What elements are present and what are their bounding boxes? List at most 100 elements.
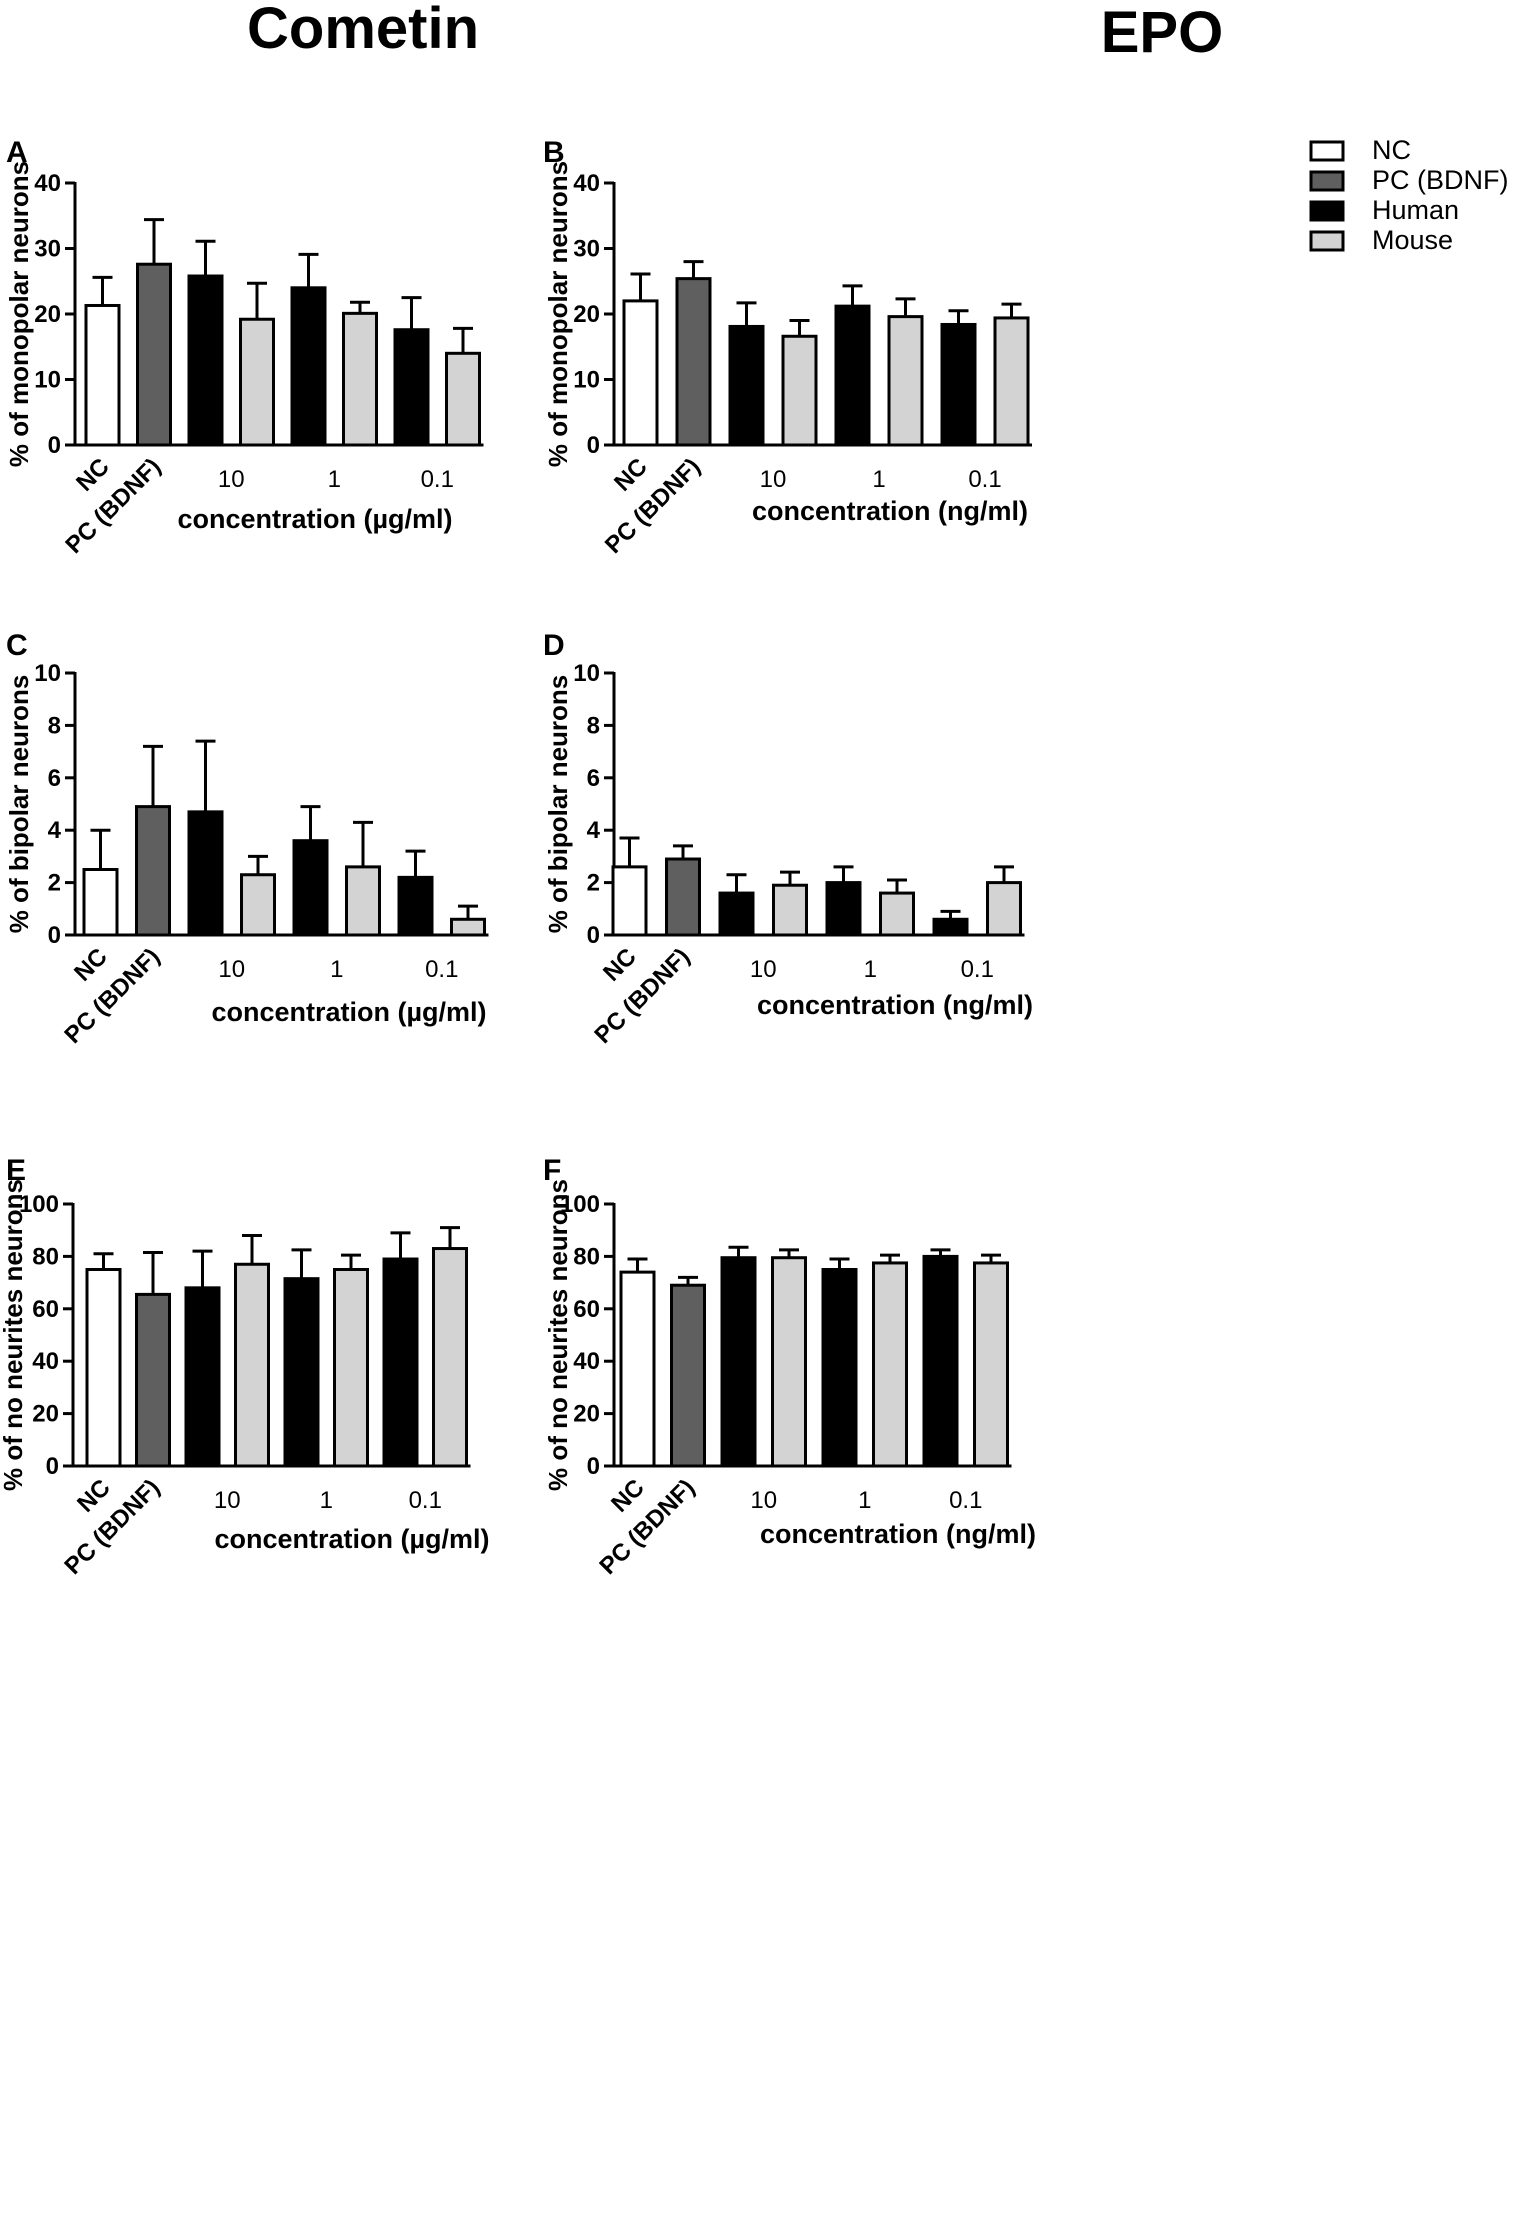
y-tick-label: 80 [573,1243,600,1270]
bar-mouse-1 [879,891,915,937]
y-tick-label: 0 [587,1453,600,1480]
legend-swatch-nc [1309,140,1345,162]
y-tick-label: 6 [587,765,600,792]
bar-nc [82,868,119,937]
x-group-label: 0.1 [968,466,1001,493]
legend-label: Human [1372,195,1459,225]
bar-nc [85,1268,122,1468]
x-group-label: 10 [750,956,777,983]
y-axis-label: % of bipolar neurons [543,675,573,934]
legend-swatch-mouse [1309,230,1345,252]
column-title-cometin: Cometin [247,0,479,61]
bar-human-10 [728,324,765,447]
bar-pc-bdnf [136,262,172,447]
y-tick-label: 0 [46,1453,59,1480]
y-tick-label: 0 [587,922,600,949]
y-tick-label: 10 [34,660,61,687]
y-tick-label: 10 [34,367,61,394]
y-tick-label: 20 [573,301,600,328]
bar-human-10 [718,891,755,937]
panel-letter: B [543,136,565,169]
panel-letter: A [6,136,28,169]
bar-human-01 [397,875,434,937]
y-axis-label: % of no neurites neurons [0,1179,28,1491]
y-tick-label: 40 [573,170,600,197]
bar-nc [611,865,648,937]
x-group-label: 1 [328,466,341,493]
x-category-label: PC (BDNF) [60,453,166,559]
y-tick-label: 30 [573,236,600,263]
x-category-label: PC (BDNF) [600,453,706,559]
bar-human-1 [825,881,862,937]
bar-nc [622,299,659,447]
bar-human-01 [940,322,977,447]
panel-letter: D [543,629,565,662]
bar-human-1 [283,1277,320,1468]
x-category-label: NC [609,453,653,497]
x-category-label: NC [71,453,115,497]
bar-human-10 [184,1286,221,1468]
bar-pc-bdnf [675,277,712,447]
x-group-label: 0.1 [949,1487,982,1514]
y-tick-label: 30 [34,236,61,263]
bar-human-1 [834,304,871,447]
legend-swatch-human [1309,200,1345,222]
x-axis-label: concentration (ng/ml) [760,1519,1036,1549]
x-axis-label: concentration (µg/ml) [214,1524,489,1554]
bar-mouse-1 [333,1268,369,1468]
y-tick-label: 8 [587,712,600,739]
y-tick-label: 40 [34,170,61,197]
x-group-label: 0.1 [425,956,458,983]
bar-human-10 [187,810,224,937]
y-tick-label: 80 [32,1243,59,1270]
x-group-label: 0.1 [421,466,454,493]
panel-letter: C [6,629,28,662]
bar-mouse-01 [993,316,1030,447]
y-tick-label: 60 [32,1296,59,1323]
column-title-epo: EPO [1101,0,1224,65]
bar-human-1 [292,839,329,937]
x-group-label: 10 [750,1487,777,1514]
bar-human-10 [720,1256,757,1468]
legend-label: PC (BDNF) [1372,165,1509,195]
legend-swatch-pc-bdnf [1309,170,1345,192]
y-axis-label: % of no neurites neurons [543,1179,573,1491]
bar-mouse-1 [887,315,924,447]
bar-mouse-10 [239,317,275,447]
y-tick-label: 20 [573,1401,600,1428]
x-category-label: PC (BDNF) [589,943,695,1049]
bar-mouse-1 [345,865,381,937]
y-tick-label: 100 [560,1191,600,1218]
y-tick-label: 2 [587,870,600,897]
y-tick-label: 6 [48,765,61,792]
x-category-label: NC [598,943,642,987]
x-group-label: 10 [218,466,245,493]
y-tick-label: 60 [573,1296,600,1323]
bar-mouse-10 [771,1256,807,1468]
bar-pc-bdnf [670,1283,706,1468]
bar-human-01 [393,328,430,447]
legend-label: NC [1372,135,1411,165]
x-axis-label: concentration (µg/ml) [177,504,452,534]
x-category-label: PC (BDNF) [594,1474,700,1580]
x-category-label: NC [69,943,113,987]
bar-mouse-01 [973,1261,1009,1468]
y-tick-label: 10 [573,660,600,687]
y-tick-label: 0 [48,432,61,459]
bar-mouse-1 [872,1261,908,1468]
bar-mouse-01 [445,351,481,447]
bar-mouse-10 [240,873,276,937]
y-axis-label: % of monopolar neurons [543,161,573,467]
bar-mouse-01 [450,917,486,937]
bar-human-1 [290,286,327,447]
panel-letter: E [6,1154,26,1187]
bar-pc-bdnf [135,805,171,937]
y-tick-label: 4 [48,817,62,844]
